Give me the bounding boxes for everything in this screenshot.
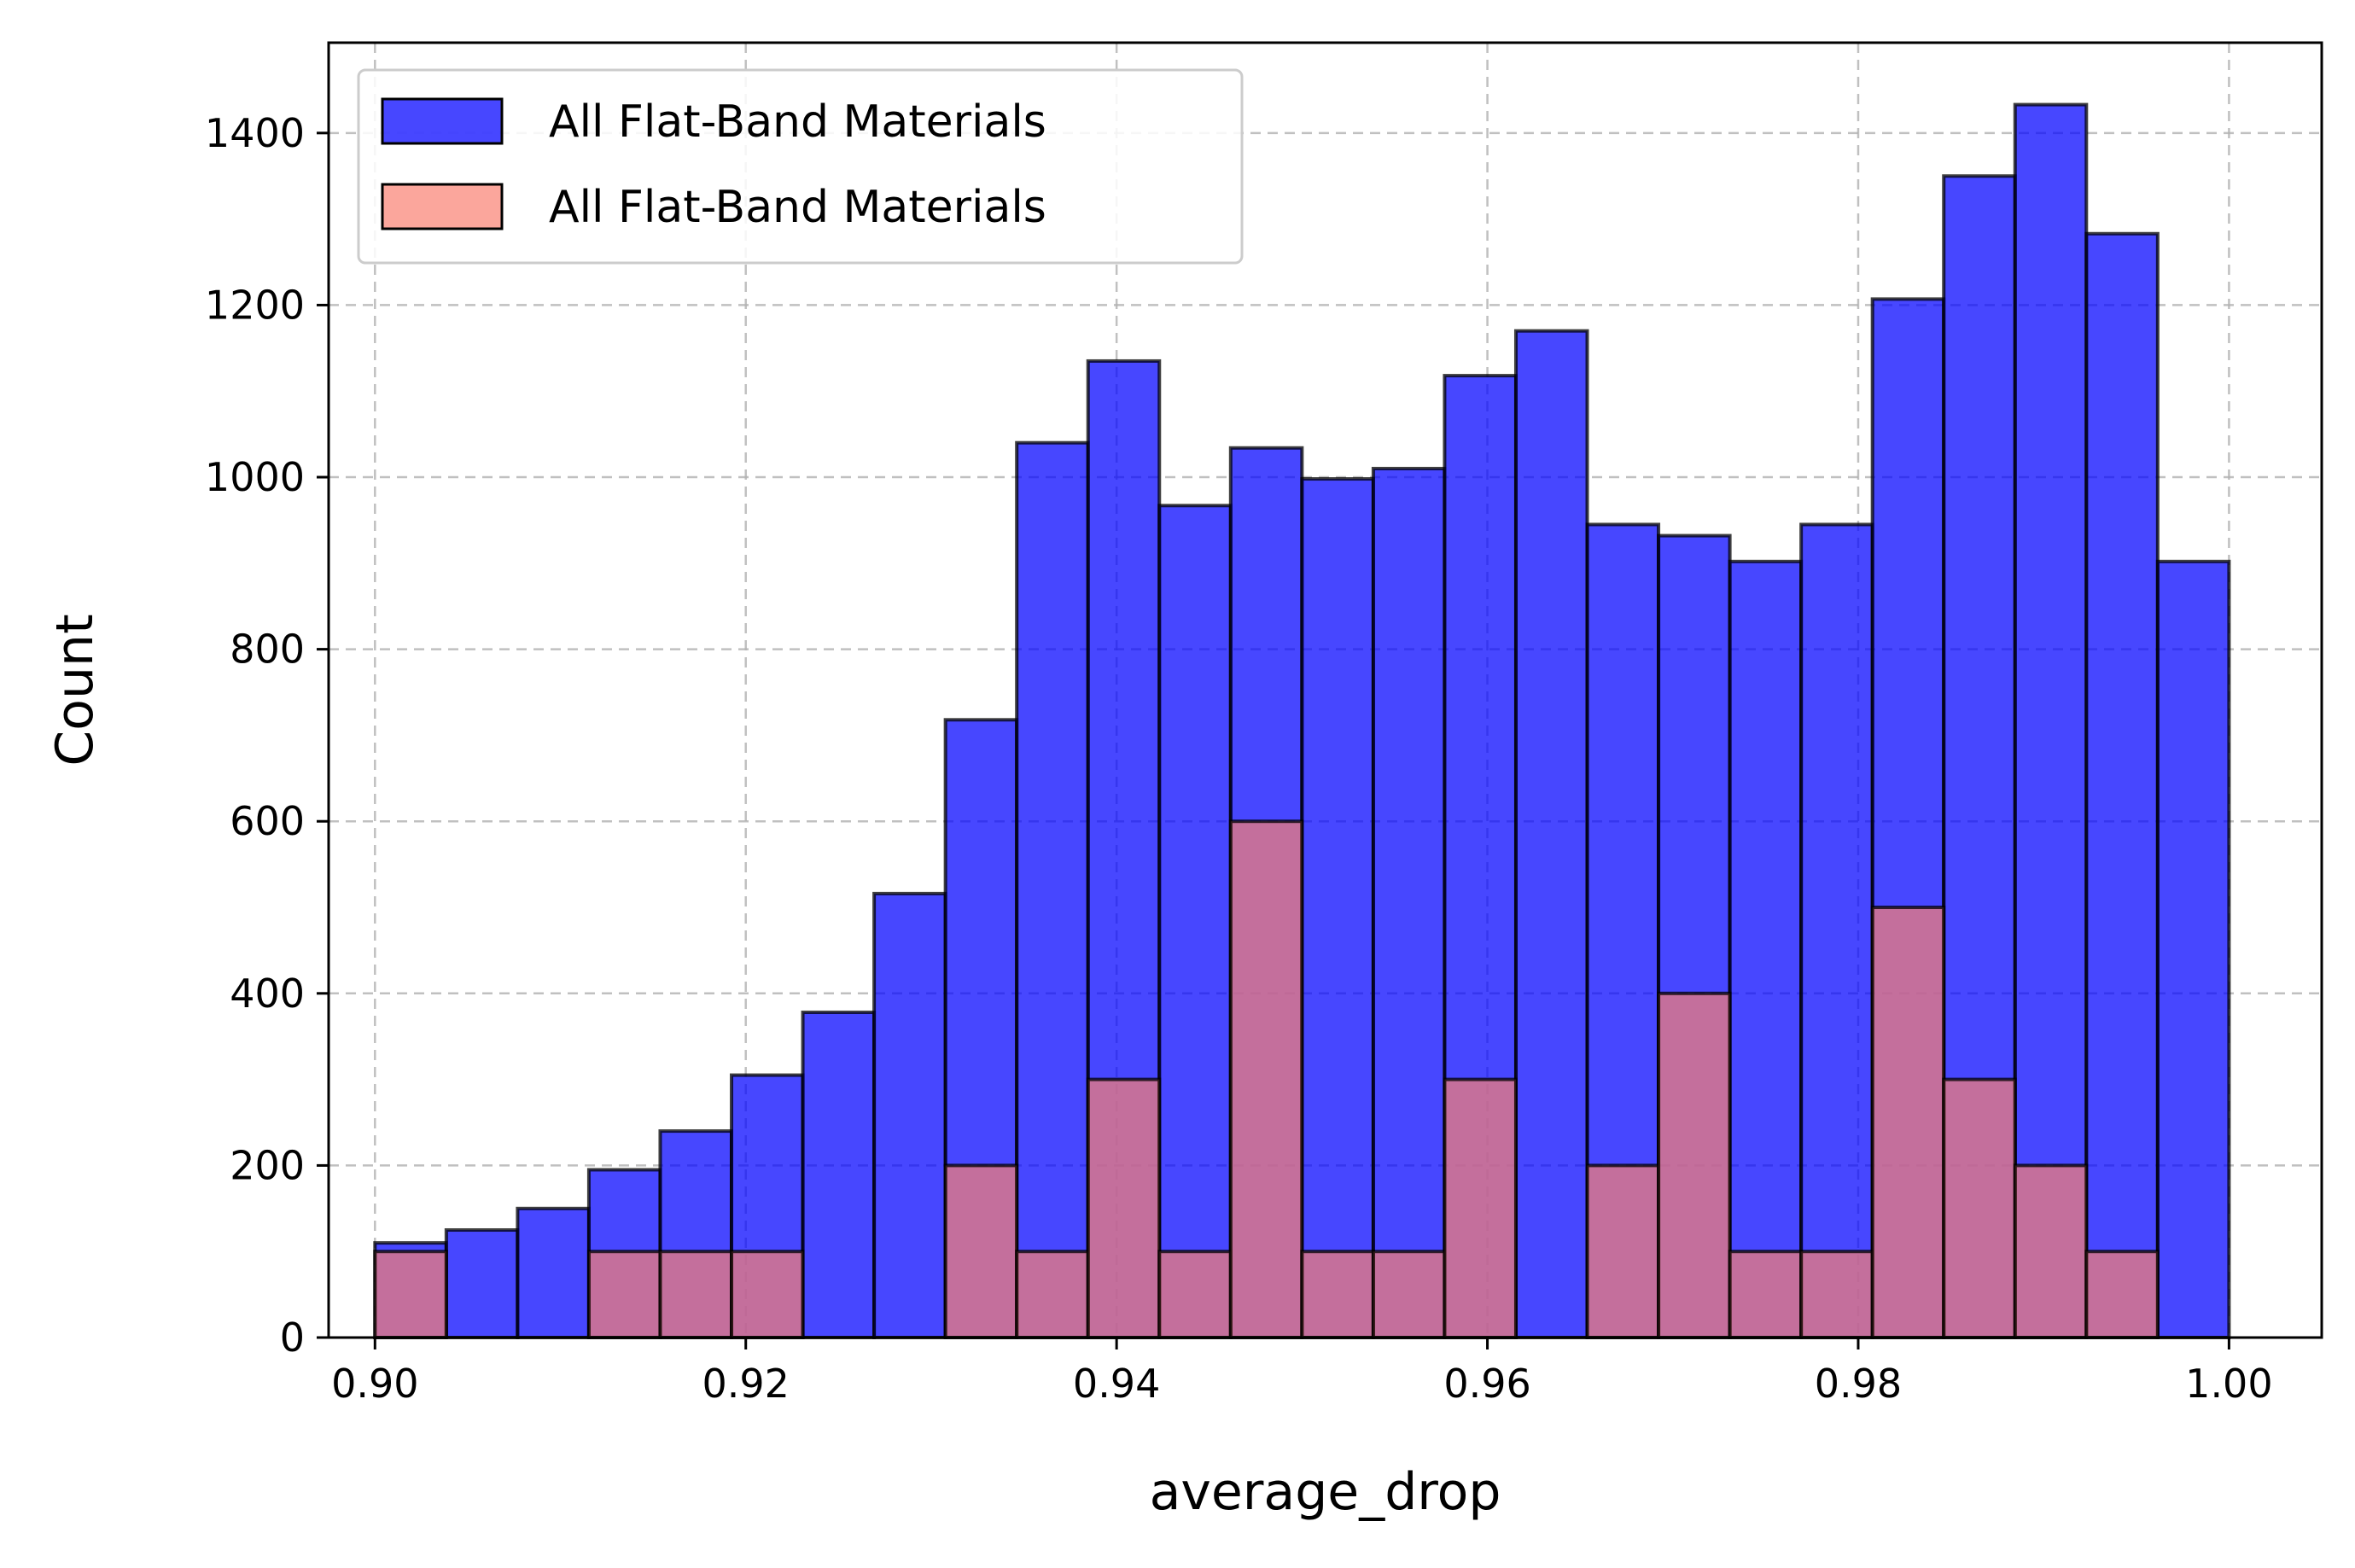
bar-series-1-bin-21 [1870,906,1946,1340]
y-axis-title: Count [45,614,105,766]
bar-series-1-bin-4 [658,1250,734,1339]
x-tick-label: 0.98 [1815,1361,1902,1407]
bar-series-0-bin-1 [444,1228,520,1339]
bar-series-1-bin-8 [943,1163,1019,1339]
y-tick-label: 800 [230,627,305,673]
bar-series-1-bin-11 [1157,1250,1233,1339]
x-axis-title: average_drop [1150,1462,1501,1522]
bar-series-0-bin-9 [1015,440,1090,1339]
legend-swatch-blue [381,97,504,145]
bar-series-0-bin-24 [2084,231,2160,1339]
bar-series-1-bin-12 [1228,819,1304,1339]
bar-series-0-bin-7 [872,891,947,1339]
bar-series-1-bin-15 [1443,1077,1518,1340]
bar-series-0-bin-20 [1799,522,1874,1339]
y-tick-label: 600 [230,798,305,844]
bar-series-0-bin-14 [1371,466,1447,1339]
bar-series-1-bin-20 [1799,1250,1874,1339]
bar-series-0-bin-11 [1157,504,1233,1339]
legend-swatch-salmon [381,183,504,230]
bar-series-1-bin-22 [1942,1077,2017,1340]
bar-series-1-bin-14 [1371,1250,1447,1339]
bar-series-1-bin-10 [1086,1077,1162,1340]
bar-series-0-bin-19 [1728,559,1804,1339]
legend-box [357,68,1244,265]
bar-series-0-bin-25 [2155,559,2231,1339]
bar-series-1-bin-19 [1728,1250,1804,1339]
bar-series-0-bin-23 [2013,102,2089,1339]
bars-layer [373,102,2231,1340]
x-tick-label: 0.92 [702,1361,790,1407]
bar-series-1-bin-17 [1585,1163,1661,1339]
y-tick-label: 400 [230,971,305,1017]
x-tick-label: 0.94 [1073,1361,1160,1407]
x-tick-label: 0.90 [331,1361,418,1407]
bar-series-1-bin-13 [1300,1250,1375,1339]
bar-series-1-bin-24 [2084,1250,2160,1339]
plot-frame [327,41,2323,1339]
bar-series-0-bin-13 [1300,477,1375,1339]
y-tick-label: 200 [230,1142,305,1188]
y-tick-label: 1000 [205,454,305,500]
bar-series-1-bin-3 [586,1250,662,1339]
legend-label-salmon: All Flat-Band Materials [549,182,1046,233]
bar-series-0-bin-16 [1513,329,1589,1339]
bar-series-0-bin-6 [801,1010,877,1340]
bar-series-1-bin-5 [730,1250,805,1339]
x-tick-label: 1.00 [2185,1361,2272,1407]
bar-series-1-bin-23 [2013,1163,2089,1339]
y-tick-label: 1400 [205,110,305,156]
legend: All Flat-Band Materials All Flat-Band Ma… [357,68,1244,265]
bar-series-0-bin-2 [516,1206,591,1339]
y-tick-label: 1200 [205,282,305,328]
bar-series-1-bin-9 [1015,1250,1090,1339]
bar-series-1-bin-0 [373,1250,448,1339]
ticks-layer: 0.90 0.92 0.94 0.96 0.98 1.00 0 200 400 600 800 100… [205,110,2273,1407]
x-tick-label: 0.96 [1443,1361,1530,1407]
y-tick-label: 0 [280,1314,305,1361]
bar-series-1-bin-18 [1657,991,1732,1340]
legend-label-blue: All Flat-Band Materials [549,96,1046,148]
